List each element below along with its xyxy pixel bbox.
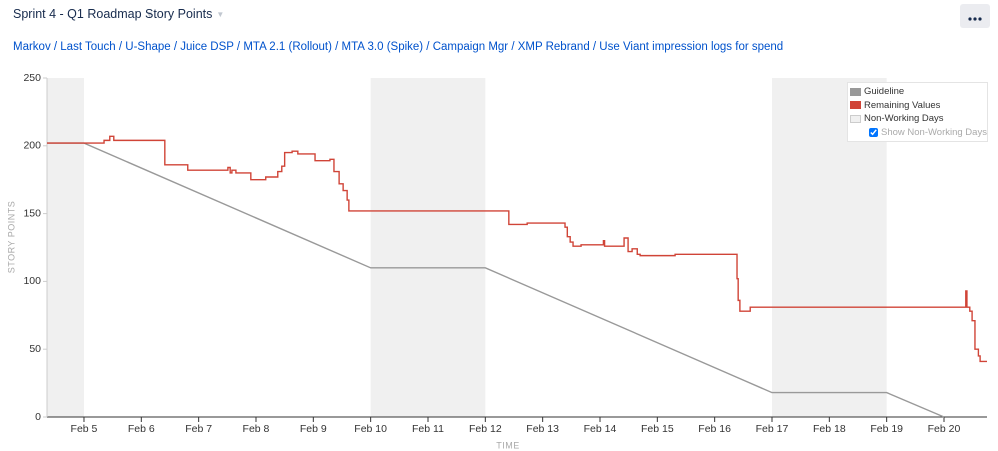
x-tick-label: Feb 20 bbox=[928, 423, 961, 435]
legend-swatch bbox=[850, 87, 861, 96]
axes-layer: 0 50 100 150 200 250 Feb 5 Feb 6 Feb 7 Feb 8 Feb 9… bbox=[23, 72, 987, 435]
x-tick-label: Feb 9 bbox=[300, 423, 327, 435]
x-tick-label: Feb 12 bbox=[469, 423, 502, 435]
non-working-band bbox=[370, 78, 486, 417]
x-tick-label: Feb 16 bbox=[698, 423, 731, 435]
x-tick-label: Feb 15 bbox=[641, 423, 674, 435]
x-tick-label: Feb 11 bbox=[412, 423, 444, 435]
more-icon bbox=[968, 16, 982, 21]
x-tick-label: Feb 5 bbox=[71, 423, 98, 435]
non-working-band bbox=[47, 78, 84, 417]
y-tick-label: 250 bbox=[23, 72, 41, 84]
x-tick-label: Feb 18 bbox=[813, 423, 846, 435]
x-tick-label: Feb 10 bbox=[354, 423, 387, 435]
more-button[interactable] bbox=[960, 4, 990, 28]
metric-selector[interactable]: Story Points ▼ bbox=[145, 7, 225, 21]
legend-label: Non-Working Days bbox=[864, 113, 944, 125]
y-axis-label: STORY POINTS bbox=[6, 201, 16, 274]
y-tick-label: 50 bbox=[29, 343, 41, 355]
y-tick-label: 100 bbox=[23, 275, 41, 287]
legend-label: Guideline bbox=[864, 86, 905, 98]
x-tick-label: Feb 14 bbox=[584, 423, 617, 435]
legend-swatch bbox=[850, 114, 861, 123]
x-tick-label: Feb 6 bbox=[128, 423, 155, 435]
x-tick-label: Feb 19 bbox=[870, 423, 903, 435]
y-tick-label: 200 bbox=[23, 140, 41, 152]
y-tick-label: 0 bbox=[35, 411, 41, 423]
x-axis-label: TIME bbox=[496, 440, 520, 450]
legend-entry: Non-Working Days bbox=[848, 112, 987, 126]
legend-entry: Guideline bbox=[848, 85, 987, 99]
filter-path[interactable]: Markov / Last Touch / U-Shape / Juice DS… bbox=[13, 41, 784, 53]
legend-label: Remaining Values bbox=[864, 99, 941, 111]
y-tick-label: 150 bbox=[23, 207, 41, 219]
x-tick-label: Feb 13 bbox=[526, 423, 559, 435]
metric-name: Story Points bbox=[145, 7, 213, 21]
non-working-toggle[interactable]: Show Non-Working Days bbox=[848, 126, 987, 140]
series-line bbox=[47, 135, 987, 363]
x-tick-label: Feb 7 bbox=[185, 423, 212, 435]
series-layer bbox=[47, 135, 987, 418]
x-tick-label: Feb 17 bbox=[756, 423, 789, 435]
non-working-layer bbox=[47, 78, 887, 417]
legend-entry: Remaining Values bbox=[848, 99, 987, 113]
x-tick-label: Feb 8 bbox=[243, 423, 270, 435]
board-selector[interactable]: Sprint 4 - Q1 Roadmap ▼ bbox=[13, 7, 154, 21]
legend: Guideline Remaining Values Non-Working Day… bbox=[847, 82, 988, 142]
legend-swatch bbox=[850, 101, 861, 110]
non-working-checkbox[interactable] bbox=[869, 127, 878, 137]
toggle-label: Show Non-Working Days bbox=[881, 126, 987, 138]
board-name: Sprint 4 - Q1 Roadmap bbox=[13, 7, 142, 21]
